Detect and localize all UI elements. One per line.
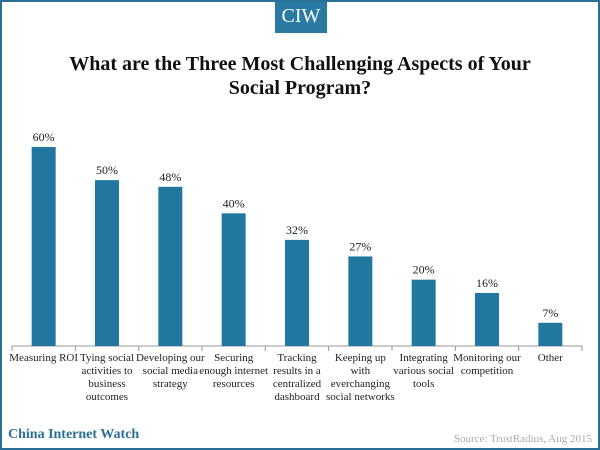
category-label: social networks <box>326 391 395 403</box>
category-label: Measuring ROI <box>9 352 78 364</box>
category-label: Securing <box>214 352 254 364</box>
category-label: outcomes <box>86 391 128 403</box>
data-label: 50% <box>96 163 118 177</box>
data-label: 27% <box>349 239 371 253</box>
category-label: Integrating <box>400 352 449 364</box>
category-label: Other <box>538 352 563 364</box>
category-label: everchanging <box>331 378 391 390</box>
bar <box>158 186 183 346</box>
category-label: Tying social <box>80 352 134 364</box>
chart-title: What are the Three Most Challenging Aspe… <box>2 52 598 100</box>
title-line: Social Program? <box>228 77 372 99</box>
bar <box>285 239 309 346</box>
category-label: activities to <box>81 365 133 377</box>
category-label: resources <box>213 378 255 390</box>
brand-text: China Internet Watch <box>8 427 140 442</box>
category-label: strategy <box>153 378 188 390</box>
source-text: Source: TrustRadius, Aug 2015 <box>453 433 592 445</box>
category-label: various social <box>393 365 454 377</box>
bar <box>348 256 373 346</box>
data-label: 7% <box>542 306 558 320</box>
data-label: 16% <box>476 276 498 290</box>
category-label: business <box>88 378 125 390</box>
category-label: centralized <box>273 378 322 390</box>
data-label: 40% <box>223 196 245 210</box>
bar <box>31 147 56 346</box>
category-label: Monitoring our <box>453 352 521 364</box>
data-label: 20% <box>413 263 435 277</box>
ciw-logo: CIW <box>275 2 327 33</box>
category-label: results in a <box>273 365 321 377</box>
bar <box>95 180 119 346</box>
bar <box>538 322 563 346</box>
category-label: Keeping up <box>335 352 387 364</box>
data-label: 32% <box>286 223 308 237</box>
category-label: social media <box>143 365 198 377</box>
category-label: Tracking <box>277 352 317 364</box>
data-label: 48% <box>159 170 181 184</box>
category-label: with <box>351 365 371 377</box>
title-line: What are the Three Most Challenging Aspe… <box>69 53 531 75</box>
category-label: tools <box>413 378 434 390</box>
bar <box>411 279 436 346</box>
bar <box>475 292 499 346</box>
bar <box>221 213 246 346</box>
category-label: Developing our <box>136 352 205 364</box>
category-label: enough internet <box>199 365 268 377</box>
category-label: competition <box>461 365 514 377</box>
category-label: dashboard <box>274 391 320 403</box>
data-label: 60% <box>33 130 55 144</box>
